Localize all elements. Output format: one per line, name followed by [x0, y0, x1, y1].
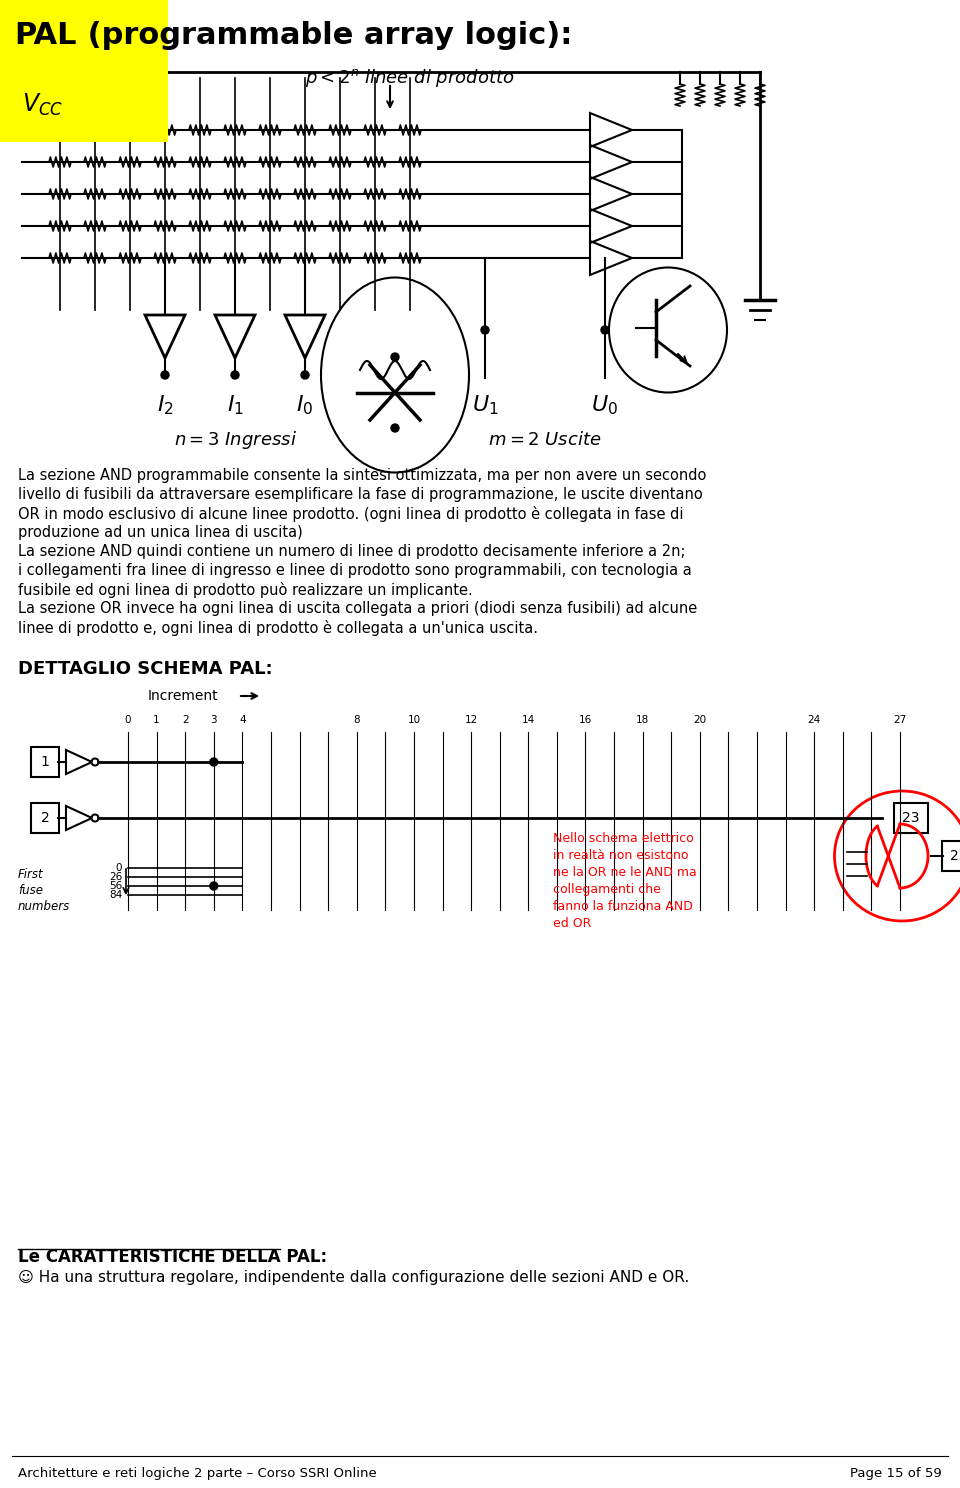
Text: $U_0$: $U_0$ — [591, 393, 618, 417]
Text: 12: 12 — [465, 716, 478, 725]
Text: 4: 4 — [239, 716, 246, 725]
Text: $I_0$: $I_0$ — [297, 393, 314, 417]
Text: 84: 84 — [108, 890, 122, 900]
Circle shape — [231, 371, 239, 379]
Text: 22: 22 — [950, 850, 960, 863]
Circle shape — [601, 326, 609, 333]
Text: PAL: PAL — [14, 21, 77, 51]
Text: Increment: Increment — [148, 689, 219, 702]
Circle shape — [210, 757, 218, 766]
Circle shape — [391, 353, 399, 362]
Text: 23: 23 — [902, 811, 920, 824]
Text: i collegamenti fra linee di ingresso e linee di prodotto sono programmabili, con: i collegamenti fra linee di ingresso e l… — [18, 562, 692, 577]
Circle shape — [391, 424, 399, 432]
FancyBboxPatch shape — [31, 747, 59, 777]
Polygon shape — [66, 750, 92, 774]
Text: fusibile ed ogni linea di prodotto può realizzare un implicante.: fusibile ed ogni linea di prodotto può r… — [18, 582, 472, 598]
Text: 20: 20 — [693, 716, 707, 725]
FancyBboxPatch shape — [894, 804, 928, 833]
Text: 18: 18 — [636, 716, 649, 725]
Text: DETTAGLIO SCHEMA PAL:: DETTAGLIO SCHEMA PAL: — [18, 661, 273, 679]
Text: La sezione OR invece ha ogni linea di uscita collegata a priori (diodi senza fus: La sezione OR invece ha ogni linea di us… — [18, 601, 697, 616]
Text: Page 15 of 59: Page 15 of 59 — [851, 1467, 942, 1481]
Text: 1: 1 — [154, 716, 160, 725]
FancyBboxPatch shape — [31, 804, 59, 833]
Text: $V_{CC}$: $V_{CC}$ — [22, 92, 63, 118]
Text: 1: 1 — [40, 754, 49, 769]
Text: $n=3$ Ingressi: $n=3$ Ingressi — [174, 429, 297, 451]
Text: La sezione AND quindi contiene un numero di linee di prodotto decisamente inferi: La sezione AND quindi contiene un numero… — [18, 545, 685, 559]
Text: 10: 10 — [407, 716, 420, 725]
Text: Architetture e reti logiche 2 parte – Corso SSRI Online: Architetture e reti logiche 2 parte – Co… — [18, 1467, 376, 1481]
Text: 26: 26 — [108, 872, 122, 882]
Text: linee di prodotto e, ogni linea di prodotto è collegata a un'unica uscita.: linee di prodotto e, ogni linea di prodo… — [18, 620, 538, 635]
Text: 3: 3 — [210, 716, 217, 725]
Text: 0: 0 — [115, 863, 122, 873]
Polygon shape — [66, 806, 92, 830]
Text: 0: 0 — [125, 716, 132, 725]
Circle shape — [210, 882, 218, 890]
Text: 27: 27 — [894, 716, 906, 725]
Text: Nello schema elettrico
in realtà non esistono
ne la OR ne le AND ma
collegamenti: Nello schema elettrico in realtà non esi… — [553, 832, 697, 930]
Text: La sezione AND programmabile consente la sintesi ottimizzata, ma per non avere u: La sezione AND programmabile consente la… — [18, 469, 707, 484]
Text: 2: 2 — [181, 716, 188, 725]
Text: 14: 14 — [521, 716, 535, 725]
Text: $m=2$ Uscite: $m=2$ Uscite — [489, 432, 602, 449]
Text: $U_1$: $U_1$ — [471, 393, 498, 417]
Text: 8: 8 — [353, 716, 360, 725]
Text: livello di fusibili da attraversare esemplificare la fase di programmazione, le : livello di fusibili da attraversare esem… — [18, 487, 703, 501]
FancyBboxPatch shape — [942, 841, 960, 870]
Text: OR in modo esclusivo di alcune linee prodotto. (ogni linea di prodotto è collega: OR in modo esclusivo di alcune linee pro… — [18, 506, 684, 522]
Text: $I_2$: $I_2$ — [156, 393, 174, 417]
Text: (programmable array logic):: (programmable array logic): — [77, 21, 572, 51]
Circle shape — [481, 326, 489, 333]
Circle shape — [161, 371, 169, 379]
Text: 56: 56 — [108, 881, 122, 891]
Text: $p < 2^n$ linee di prodotto: $p < 2^n$ linee di prodotto — [305, 67, 515, 89]
Text: produzione ad un unica linea di uscita): produzione ad un unica linea di uscita) — [18, 525, 302, 540]
Text: First
fuse
numbers: First fuse numbers — [18, 868, 70, 914]
Text: Le CARATTERISTICHE DELLA PAL:: Le CARATTERISTICHE DELLA PAL: — [18, 1248, 327, 1266]
Text: 24: 24 — [807, 716, 821, 725]
Text: 16: 16 — [579, 716, 592, 725]
Text: $I_1$: $I_1$ — [227, 393, 244, 417]
Text: ☺ Ha una struttura regolare, indipendente dalla configurazione delle sezioni AND: ☺ Ha una struttura regolare, indipendent… — [18, 1269, 689, 1286]
Text: 2: 2 — [40, 811, 49, 824]
Circle shape — [301, 371, 309, 379]
